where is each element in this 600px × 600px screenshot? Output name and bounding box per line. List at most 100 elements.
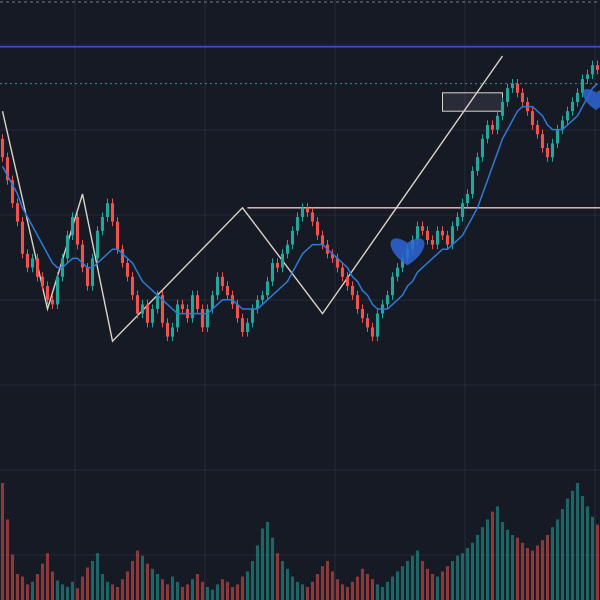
candle-body (420, 226, 425, 231)
volume-bar (455, 555, 460, 600)
volume-bar (55, 580, 60, 600)
volume-bar (505, 529, 510, 600)
candle-body (270, 263, 275, 282)
volume-bar (570, 490, 575, 600)
volume-bar (395, 571, 400, 600)
candle-body (335, 258, 340, 268)
volume-bar (25, 584, 30, 600)
volume-bar (220, 579, 225, 600)
candle-body (515, 83, 520, 93)
candle-body (540, 134, 545, 148)
candle-body (485, 125, 490, 139)
candle-body (490, 125, 495, 130)
volume-bar (155, 574, 160, 600)
candle-body (175, 304, 180, 328)
candle-body (575, 92, 580, 102)
volume-bar (290, 576, 295, 600)
candle-body (350, 286, 355, 296)
volume-bars (0, 483, 600, 600)
candle-body (460, 203, 465, 217)
candle-body (95, 230, 100, 259)
volume-bar (205, 587, 210, 600)
candle-body (520, 92, 525, 102)
candle-body (125, 263, 130, 277)
volume-bar (410, 555, 415, 600)
candle-body (360, 309, 365, 319)
candle-body (200, 309, 205, 328)
volume-bar (595, 524, 600, 600)
volume-bar (45, 553, 50, 600)
volume-bar (325, 561, 330, 600)
volume-bar (590, 516, 595, 600)
candle-body (370, 327, 375, 337)
candle-body (305, 207, 310, 213)
volume-bar (175, 581, 180, 600)
candle-body (10, 180, 15, 204)
volume-bar (280, 561, 285, 600)
candle-body (120, 249, 125, 263)
candle-body (115, 221, 120, 250)
candle-body (565, 111, 570, 121)
candle-body (0, 138, 5, 158)
volume-bar (365, 574, 370, 600)
candle-body (155, 295, 160, 309)
candle-body (285, 244, 290, 254)
volume-bar (130, 561, 135, 600)
volume-bar (5, 519, 10, 600)
volume-bar (425, 568, 430, 600)
candle-body (295, 217, 300, 231)
volume-bar (580, 496, 585, 600)
volume-bar (255, 545, 260, 600)
volume-bar (285, 568, 290, 600)
candle-body (90, 258, 95, 286)
candle-body (265, 281, 270, 296)
candle-body (15, 203, 20, 222)
volume-bar (90, 561, 95, 600)
candle-body (425, 230, 430, 240)
candle-body (225, 286, 230, 296)
volume-bar (550, 527, 555, 600)
volume-bar (530, 550, 535, 600)
candle-body (365, 318, 370, 328)
volume-bar (435, 576, 440, 600)
volume-bar (500, 522, 505, 600)
zigzag-pattern-line (1, 55, 504, 343)
candle-body (580, 79, 585, 93)
candle-body (545, 148, 550, 158)
candle-body (315, 221, 320, 236)
candle-body (345, 276, 350, 286)
candle-body (140, 304, 145, 314)
candle-body (455, 217, 460, 227)
volume-bar (565, 498, 570, 600)
volume-bar (30, 581, 35, 600)
volume-bar (420, 561, 425, 600)
volume-bar (115, 587, 120, 600)
volume-bar (20, 576, 25, 600)
volume-bar (510, 535, 515, 600)
candle-body (530, 111, 535, 125)
volume-bar (235, 584, 240, 600)
candle-body (160, 295, 165, 323)
volume-bar (305, 587, 310, 600)
candle-body (65, 235, 70, 259)
volume-bar (265, 522, 270, 600)
volume-bar (585, 506, 590, 600)
volume-bar (85, 567, 90, 600)
volume-bar (535, 545, 540, 600)
candle-body (70, 217, 75, 236)
candle-body (415, 226, 420, 240)
volume-bar (60, 584, 65, 600)
candle-body (535, 125, 540, 135)
volume-bar (260, 528, 265, 600)
candle-body (30, 258, 35, 268)
candle-body (255, 299, 260, 309)
candle-body (250, 309, 255, 323)
volume-bar (315, 574, 320, 600)
candle-body (135, 295, 140, 314)
candle-body (205, 309, 210, 328)
candles (0, 60, 600, 342)
volume-bar (525, 548, 530, 600)
overlays (1, 83, 600, 315)
candle-body (20, 221, 25, 254)
